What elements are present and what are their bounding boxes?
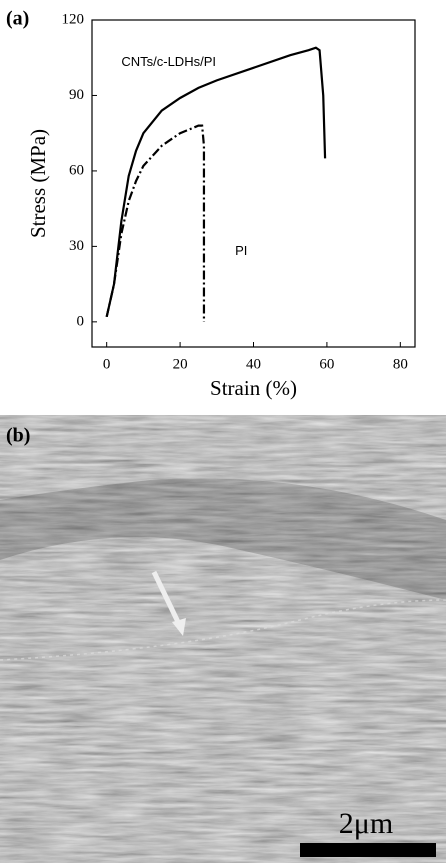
x-tick-label: 0: [103, 356, 111, 372]
interface: [0, 599, 446, 661]
panel-label: (a): [6, 8, 29, 30]
y-axis-label: Stress (MPa): [26, 129, 50, 238]
y-tick-label: 0: [77, 313, 85, 329]
plot: 0 20 40 60 80 0 30 60 90 120 Strain (%) Stress (MPa…: [26, 11, 416, 400]
y-tick-label: 120: [62, 11, 85, 27]
x-axis-label: Strain (%): [210, 376, 297, 400]
legend-label: CNTs/c-LDHs/PI: [121, 54, 216, 69]
image-texture: [0, 415, 446, 863]
series-line: [105, 46, 327, 318]
y-tick-label: 30: [69, 238, 84, 254]
panel-label: (b): [6, 425, 30, 447]
dark-band: [0, 478, 446, 600]
x-tick-label: 20: [173, 356, 188, 372]
scale-bar-label: 2μm: [339, 807, 393, 840]
legend-label: PI: [235, 243, 247, 258]
x-tick-label: 80: [393, 356, 408, 372]
y-tick-label: 90: [69, 87, 84, 103]
x-tick-label: 40: [246, 356, 261, 372]
scale-bar: [300, 843, 436, 857]
y-tick-label: 60: [69, 162, 84, 178]
sem-image: (b) 2μm: [0, 415, 446, 863]
arrow-shaft: [151, 570, 181, 624]
series-line: [105, 124, 206, 322]
x-tick-label: 60: [319, 356, 334, 372]
arrow-head: [172, 618, 186, 636]
